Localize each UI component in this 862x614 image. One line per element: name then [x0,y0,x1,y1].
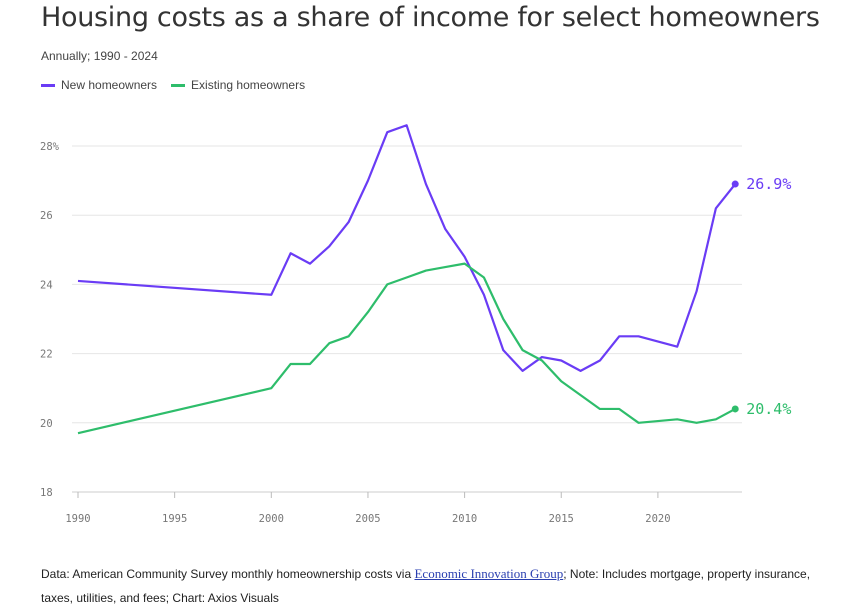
y-tick-label: 20 [40,418,53,430]
footer-prefix: Data: American Community Survey monthly … [41,567,415,581]
legend-label-new: New homeowners [61,78,158,92]
source-link[interactable]: Economic Innovation Group [414,566,564,581]
end-label: 20.4% [746,400,791,418]
chart-title: Housing costs as a share of income for s… [41,2,820,33]
y-tick-label: 24 [40,279,53,291]
legend-swatch-new [41,83,55,87]
x-tick-label: 2000 [259,513,284,525]
series-line-existing [77,262,736,435]
x-tick-label: 2020 [645,513,670,525]
line-chart: 18 20 22 24 26 28% 1990 1995 2000 2005 2010 2015 202… [40,124,791,525]
y-tick-label: 22 [40,349,53,361]
footer-note: Data: American Community Survey monthly … [41,562,841,610]
footer-suffix: ; Note: Includes mortgage, property insu… [41,567,811,605]
x-tick-label: 1995 [162,513,187,525]
series-line-new [77,124,737,372]
y-tick-label: 28% [40,141,60,153]
x-tick-label: 2015 [549,513,574,525]
end-label: 26.9% [746,175,791,193]
x-tick-label: 2010 [452,513,477,525]
end-point [731,180,739,188]
y-tick-label: 18 [40,487,53,499]
legend: New homeowners Existing homeowners [41,78,305,92]
chart-subtitle: Annually; 1990 - 2024 [41,49,158,63]
y-tick-label: 26 [40,210,53,222]
legend-item-new: New homeowners [41,78,157,92]
legend-swatch-existing [171,83,186,87]
legend-label-existing: Existing homeowners [191,78,306,92]
end-point [731,405,739,413]
legend-item-existing: Existing homeowners [171,78,305,92]
x-tick-label: 2005 [355,513,380,525]
x-tick-label: 1990 [65,513,90,525]
